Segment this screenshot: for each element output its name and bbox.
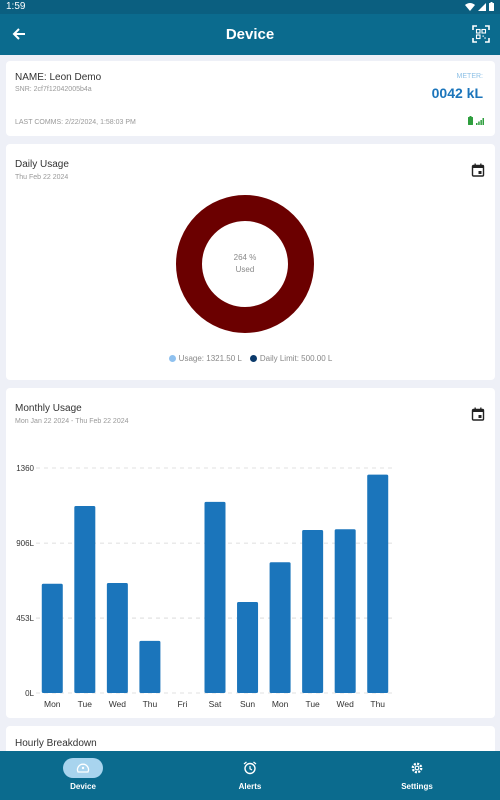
daily-usage-title: Daily Usage bbox=[15, 159, 69, 170]
qr-scan-button[interactable] bbox=[470, 23, 492, 45]
nav-device-label: Device bbox=[70, 782, 96, 791]
status-bar: 1:59 bbox=[0, 0, 500, 14]
bar[interactable] bbox=[334, 529, 356, 693]
bar[interactable] bbox=[74, 506, 96, 693]
signal-strength-icon bbox=[476, 118, 484, 125]
monthly-usage-card: Monthly Usage Mon Jan 22 2024 - Thu Feb … bbox=[6, 388, 495, 718]
used-label: Used bbox=[235, 265, 255, 274]
nav-device-pill bbox=[63, 758, 103, 778]
donut-center-label: 264 % Used bbox=[175, 194, 315, 334]
x-tick-label: Wed bbox=[109, 699, 127, 709]
wifi-icon bbox=[465, 2, 475, 11]
battery-icon bbox=[489, 2, 494, 11]
bar[interactable] bbox=[106, 582, 128, 693]
monthly-usage-date: Mon Jan 22 2024 - Thu Feb 22 2024 bbox=[15, 418, 129, 425]
daily-usage-card: Daily Usage Thu Feb 22 2024 264 % Used U… bbox=[6, 144, 495, 380]
qr-scan-icon bbox=[472, 25, 490, 43]
daily-usage-date: Thu Feb 22 2024 bbox=[15, 174, 69, 181]
nav-settings-label: Settings bbox=[401, 782, 433, 791]
nav-alerts-pill bbox=[230, 758, 270, 778]
monthly-usage-title: Monthly Usage bbox=[15, 403, 82, 414]
nav-settings[interactable]: Settings bbox=[334, 751, 500, 800]
x-tick-label: Tue bbox=[305, 699, 320, 709]
app-bar: Device bbox=[0, 14, 500, 55]
bar[interactable] bbox=[269, 562, 291, 693]
device-card: NAME: Leon Demo SNR: 2cf7f12042005b4a LA… bbox=[6, 61, 495, 136]
legend-usage-text: Usage: 1321.50 L bbox=[178, 354, 242, 363]
x-tick-label: Mon bbox=[272, 699, 289, 709]
x-tick-label: Fri bbox=[177, 699, 187, 709]
usage-donut-chart: 264 % Used bbox=[175, 194, 315, 334]
device-status bbox=[468, 116, 484, 125]
device-icon bbox=[76, 763, 90, 773]
bar[interactable] bbox=[139, 640, 161, 693]
hourly-breakdown-title: Hourly Breakdown bbox=[15, 738, 97, 749]
x-tick-label: Wed bbox=[337, 699, 355, 709]
signal-icon bbox=[478, 2, 486, 11]
bar[interactable] bbox=[237, 602, 259, 693]
page-title: Device bbox=[225, 26, 275, 43]
bottom-nav: Device Alerts Settings bbox=[0, 751, 500, 800]
donut-legend: Usage: 1321.50 L Daily Limit: 500.00 L bbox=[6, 354, 495, 363]
nav-device[interactable]: Device bbox=[0, 751, 166, 800]
legend-limit-text: Daily Limit: 500.00 L bbox=[259, 354, 333, 363]
x-tick-label: Thu bbox=[370, 699, 385, 709]
y-tick-label: 0L bbox=[25, 689, 34, 698]
y-tick-label: 1360 bbox=[16, 464, 34, 473]
meter-value: 0042 kL bbox=[431, 85, 483, 101]
gear-icon bbox=[411, 762, 423, 774]
bar[interactable] bbox=[302, 530, 324, 693]
x-tick-label: Sat bbox=[209, 699, 222, 709]
alarm-clock-icon bbox=[243, 761, 257, 775]
nav-alerts[interactable]: Alerts bbox=[167, 751, 333, 800]
legend-usage: Usage: 1321.50 L bbox=[168, 354, 242, 363]
x-tick-label: Thu bbox=[143, 699, 158, 709]
x-tick-label: Mon bbox=[44, 699, 61, 709]
device-name: NAME: Leon Demo bbox=[15, 72, 102, 83]
legend-limit: Daily Limit: 500.00 L bbox=[249, 354, 333, 363]
calendar-icon[interactable] bbox=[471, 163, 485, 177]
usage-dot bbox=[168, 355, 176, 362]
last-comms: LAST COMMS: 2/22/2024, 1:58:03 PM bbox=[15, 119, 136, 126]
device-snr: SNR: 2cf7f12042005b4a bbox=[15, 86, 92, 93]
usage-percent: 264 % bbox=[233, 253, 257, 262]
nav-alerts-label: Alerts bbox=[238, 782, 262, 791]
x-tick-label: Sun bbox=[240, 699, 255, 709]
limit-dot bbox=[249, 355, 257, 362]
monthly-bar-chart: 0L 453L 906L 1360 Mon Tue Wed Thu Fri Sat Sun Mon Tu… bbox=[16, 464, 394, 709]
y-tick-label: 453L bbox=[16, 614, 34, 623]
calendar-icon[interactable] bbox=[471, 407, 485, 421]
donut-svg bbox=[176, 195, 314, 333]
battery-full-icon bbox=[468, 116, 473, 125]
nav-settings-pill bbox=[397, 758, 437, 778]
y-tick-label: 906L bbox=[16, 539, 34, 548]
bar[interactable] bbox=[367, 474, 389, 693]
status-time: 1:59 bbox=[6, 1, 26, 12]
bar[interactable] bbox=[41, 583, 63, 693]
meter-label: METER: bbox=[456, 73, 483, 80]
back-button[interactable] bbox=[8, 23, 30, 45]
arrow-left-icon bbox=[12, 28, 25, 40]
x-tick-label: Tue bbox=[78, 699, 93, 709]
donut-ring bbox=[176, 195, 314, 333]
bar[interactable] bbox=[204, 501, 226, 693]
status-icons bbox=[465, 2, 494, 11]
